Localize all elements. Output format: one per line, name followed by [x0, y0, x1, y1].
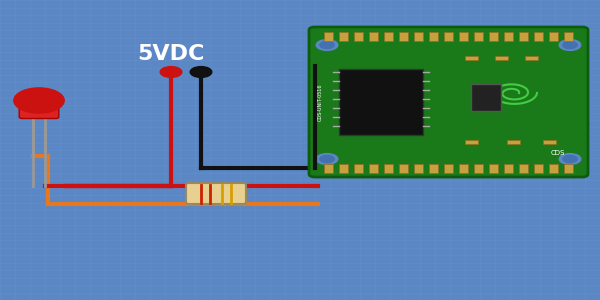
Bar — [471, 84, 501, 111]
Text: CDS: CDS — [551, 150, 565, 156]
Bar — [384, 164, 393, 172]
Circle shape — [14, 88, 64, 113]
Circle shape — [160, 67, 182, 77]
Circle shape — [320, 41, 334, 49]
Bar — [369, 164, 378, 172]
Circle shape — [320, 155, 334, 163]
FancyBboxPatch shape — [309, 27, 588, 177]
Bar — [339, 32, 348, 40]
Bar — [384, 32, 393, 40]
Circle shape — [190, 67, 212, 77]
Circle shape — [559, 154, 581, 164]
Bar — [399, 164, 408, 172]
Bar — [324, 32, 333, 40]
Bar — [465, 140, 478, 144]
Bar — [549, 32, 558, 40]
Bar — [354, 32, 363, 40]
FancyBboxPatch shape — [19, 96, 59, 118]
Bar — [465, 56, 478, 60]
Bar — [444, 32, 453, 40]
Circle shape — [563, 41, 577, 49]
Bar — [429, 32, 438, 40]
Bar — [504, 164, 513, 172]
Bar — [474, 164, 483, 172]
Bar — [339, 164, 348, 172]
Bar — [564, 164, 573, 172]
Bar — [507, 140, 520, 144]
Bar — [354, 164, 363, 172]
Bar — [495, 56, 508, 60]
Bar — [459, 32, 468, 40]
Circle shape — [316, 154, 338, 164]
Bar — [504, 32, 513, 40]
Bar — [489, 164, 498, 172]
Bar — [543, 140, 556, 144]
FancyBboxPatch shape — [186, 183, 246, 204]
Text: CDS-UNIT-0516: CDS-UNIT-0516 — [317, 83, 322, 121]
Circle shape — [563, 155, 577, 163]
Bar — [339, 69, 423, 135]
Bar — [519, 32, 528, 40]
Bar — [474, 32, 483, 40]
Circle shape — [316, 40, 338, 50]
Circle shape — [559, 40, 581, 50]
Bar — [429, 164, 438, 172]
Bar — [534, 32, 543, 40]
Bar — [414, 164, 423, 172]
Bar — [489, 32, 498, 40]
Bar — [324, 164, 333, 172]
Bar — [534, 164, 543, 172]
Bar — [519, 164, 528, 172]
Bar — [459, 164, 468, 172]
Bar — [549, 164, 558, 172]
Bar — [414, 32, 423, 40]
Bar — [525, 56, 538, 60]
Bar — [444, 164, 453, 172]
Bar — [564, 32, 573, 40]
Bar — [399, 32, 408, 40]
Text: 5VDC: 5VDC — [137, 44, 205, 64]
Bar — [369, 32, 378, 40]
